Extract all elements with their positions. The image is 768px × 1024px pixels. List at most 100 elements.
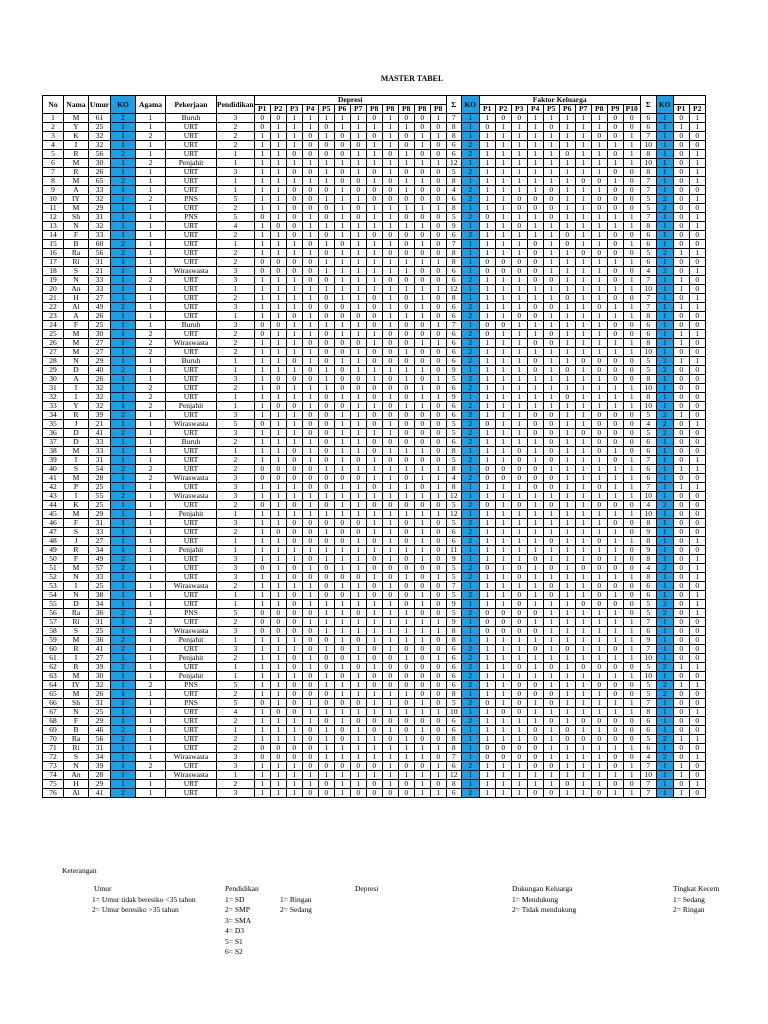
cell-faktor-p6: 1 — [558, 536, 576, 546]
table-row: 35 J 21 1 1 Wiraswasta 5 0 1 1 0 0 1 1 0 1 0 0 0 5 2 0 1 1 0 0 1 1 0… — [42, 419, 706, 429]
cell-depresi-p7: 1 — [349, 545, 367, 555]
cell-sigma-faktor: 8 — [639, 149, 657, 159]
cell-depresi-p11: 0 — [413, 266, 431, 276]
cell-no: 68 — [42, 716, 64, 726]
cell-depresi-p5: 1 — [317, 131, 335, 141]
cell-pekerjaan: URT — [165, 185, 217, 195]
cell-sigma-depresi: 7 — [445, 581, 462, 591]
cell-faktor-p6: 1 — [558, 554, 576, 564]
cell-extra-p2: 0 — [688, 527, 706, 537]
cell-faktor-p9: 1 — [606, 158, 624, 168]
cell-no: 72 — [42, 752, 64, 762]
cell-faktor-p4: 1 — [526, 671, 544, 681]
cell-depresi-p2: 0 — [269, 608, 287, 618]
cell-extra-p2: 1 — [688, 734, 706, 744]
cell-sigma-depresi: 9 — [445, 554, 462, 564]
cell-depresi-p7: 1 — [349, 770, 367, 780]
cell-pekerjaan: URT — [165, 527, 217, 537]
cell-pekerjaan: URT — [165, 311, 217, 321]
cell-faktor-p1: 1 — [478, 194, 496, 204]
cell-depresi-p11: 1 — [413, 635, 431, 645]
cell-depresi-p2: 1 — [269, 167, 287, 177]
cell-depresi-p3: 0 — [285, 662, 303, 672]
cell-extra-p2: 0 — [688, 383, 706, 393]
cell-faktor-p9: 0 — [606, 428, 624, 438]
cell-sigma-depresi: 6 — [445, 671, 462, 681]
cell-no: 46 — [42, 518, 64, 528]
cell-sigma-faktor: 6 — [639, 446, 657, 456]
cell-ko-depresi: 2 — [460, 608, 480, 618]
cell-ko-faktor: 1 — [655, 230, 674, 240]
cell-ko-umur: 1 — [110, 284, 136, 294]
cell-faktor-p1: 1 — [478, 680, 496, 690]
cell-depresi-p4: 1 — [301, 545, 319, 555]
cell-depresi-p12: 0 — [429, 167, 447, 177]
cell-sigma-depresi: 9 — [445, 365, 462, 375]
cell-faktor-p6: 1 — [558, 194, 576, 204]
cell-extra-p2: 0 — [688, 635, 706, 645]
table-row: 31 I 32 1 2 URT 2 1 0 1 1 1 0 0 0 0 0 1 0 6 2 1 1 1 1 1 1 1 1 1 1 10 1 0 0 — [42, 383, 706, 393]
cell-faktor-p4: 1 — [526, 500, 544, 510]
cell-depresi-p3: 1 — [285, 320, 303, 330]
cell-faktor-p7: 1 — [574, 320, 592, 330]
cell-depresi-p2: 1 — [269, 500, 287, 510]
cell-extra-p1: 0 — [672, 590, 690, 600]
cell-depresi-p10: 0 — [397, 698, 415, 708]
cell-faktor-p2: 0 — [494, 743, 512, 753]
cell-agama: 1 — [135, 320, 166, 330]
cell-depresi-p6: 0 — [333, 761, 351, 771]
cell-depresi-p4: 1 — [301, 347, 319, 357]
cell-faktor-p8: 0 — [590, 590, 608, 600]
cell-faktor-p2: 1 — [494, 509, 512, 519]
cell-depresi-p12: 0 — [429, 275, 447, 285]
cell-no: 16 — [42, 248, 64, 258]
cell-ko-faktor: 1 — [655, 113, 674, 123]
cell-depresi-p6: 1 — [333, 320, 351, 330]
cell-pekerjaan: URT — [165, 374, 217, 384]
cell-extra-p1: 1 — [672, 356, 690, 366]
cell-depresi-p9: 1 — [381, 203, 399, 213]
page-title: MASTER TABEL — [380, 74, 444, 83]
cell-ko-depresi: 1 — [460, 554, 480, 564]
cell-depresi-p9: 1 — [381, 491, 399, 501]
cell-umur: 29 — [88, 509, 111, 519]
cell-depresi-p8: 1 — [365, 734, 383, 744]
cell-ko-faktor: 1 — [655, 536, 674, 546]
cell-depresi-p3: 1 — [285, 725, 303, 735]
cell-sigma-depresi: 6 — [445, 401, 462, 411]
cell-pendidikan: 5 — [216, 194, 255, 204]
cell-extra-p1: 0 — [672, 563, 690, 573]
table-row: 15 B 60 2 1 URT 1 1 1 1 0 1 0 1 1 1 0 1 0 7 1 1 1 1 0 1 0 1 1 0 1 6 1 0 0 — [42, 239, 706, 249]
cell-sigma-faktor: 5 — [639, 356, 657, 366]
cell-faktor-p9: 0 — [606, 725, 624, 735]
cell-depresi-p11: 0 — [413, 572, 431, 582]
cell-faktor-p4: 1 — [526, 446, 544, 456]
cell-faktor-p1: 1 — [478, 167, 496, 177]
cell-depresi-p11: 1 — [413, 518, 431, 528]
cell-faktor-p5: 1 — [542, 248, 560, 258]
cell-depresi-p10: 0 — [397, 338, 415, 348]
cell-faktor-p9: 0 — [606, 518, 624, 528]
cell-faktor-p8: 1 — [590, 392, 608, 402]
cell-extra-p2: 1 — [688, 266, 706, 276]
cell-extra-p2: 1 — [688, 419, 706, 429]
cell-depresi-p7: 0 — [349, 608, 367, 618]
cell-ko-faktor: 1 — [655, 329, 674, 339]
cell-agama: 1 — [135, 266, 166, 276]
cell-faktor-p9: 0 — [606, 131, 624, 141]
cell-umur: 33 — [88, 230, 111, 240]
cell-depresi-p8: 0 — [365, 590, 383, 600]
cell-no: 42 — [42, 482, 64, 492]
cell-depresi-p2: 0 — [269, 374, 287, 384]
cell-sigma-faktor: 6 — [639, 329, 657, 339]
cell-ko-faktor: 1 — [655, 761, 674, 771]
cell-faktor-p3: 1 — [510, 545, 528, 555]
cell-faktor-p3: 0 — [510, 680, 528, 690]
cell-sigma-depresi: 9 — [445, 392, 462, 402]
cell-depresi-p10: 1 — [397, 203, 415, 213]
cell-depresi-p7: 1 — [349, 347, 367, 357]
cell-depresi-p8: 0 — [365, 185, 383, 195]
cell-depresi-p5: 1 — [317, 743, 335, 753]
table-row: 6 M 30 1 2 Penjahit 1 1 1 1 1 1 1 1 1 1 1 1 1 12 1 1 1 1 1 1 1 1 1 1 1… — [42, 158, 706, 168]
cell-faktor-p4: 0 — [526, 554, 544, 564]
